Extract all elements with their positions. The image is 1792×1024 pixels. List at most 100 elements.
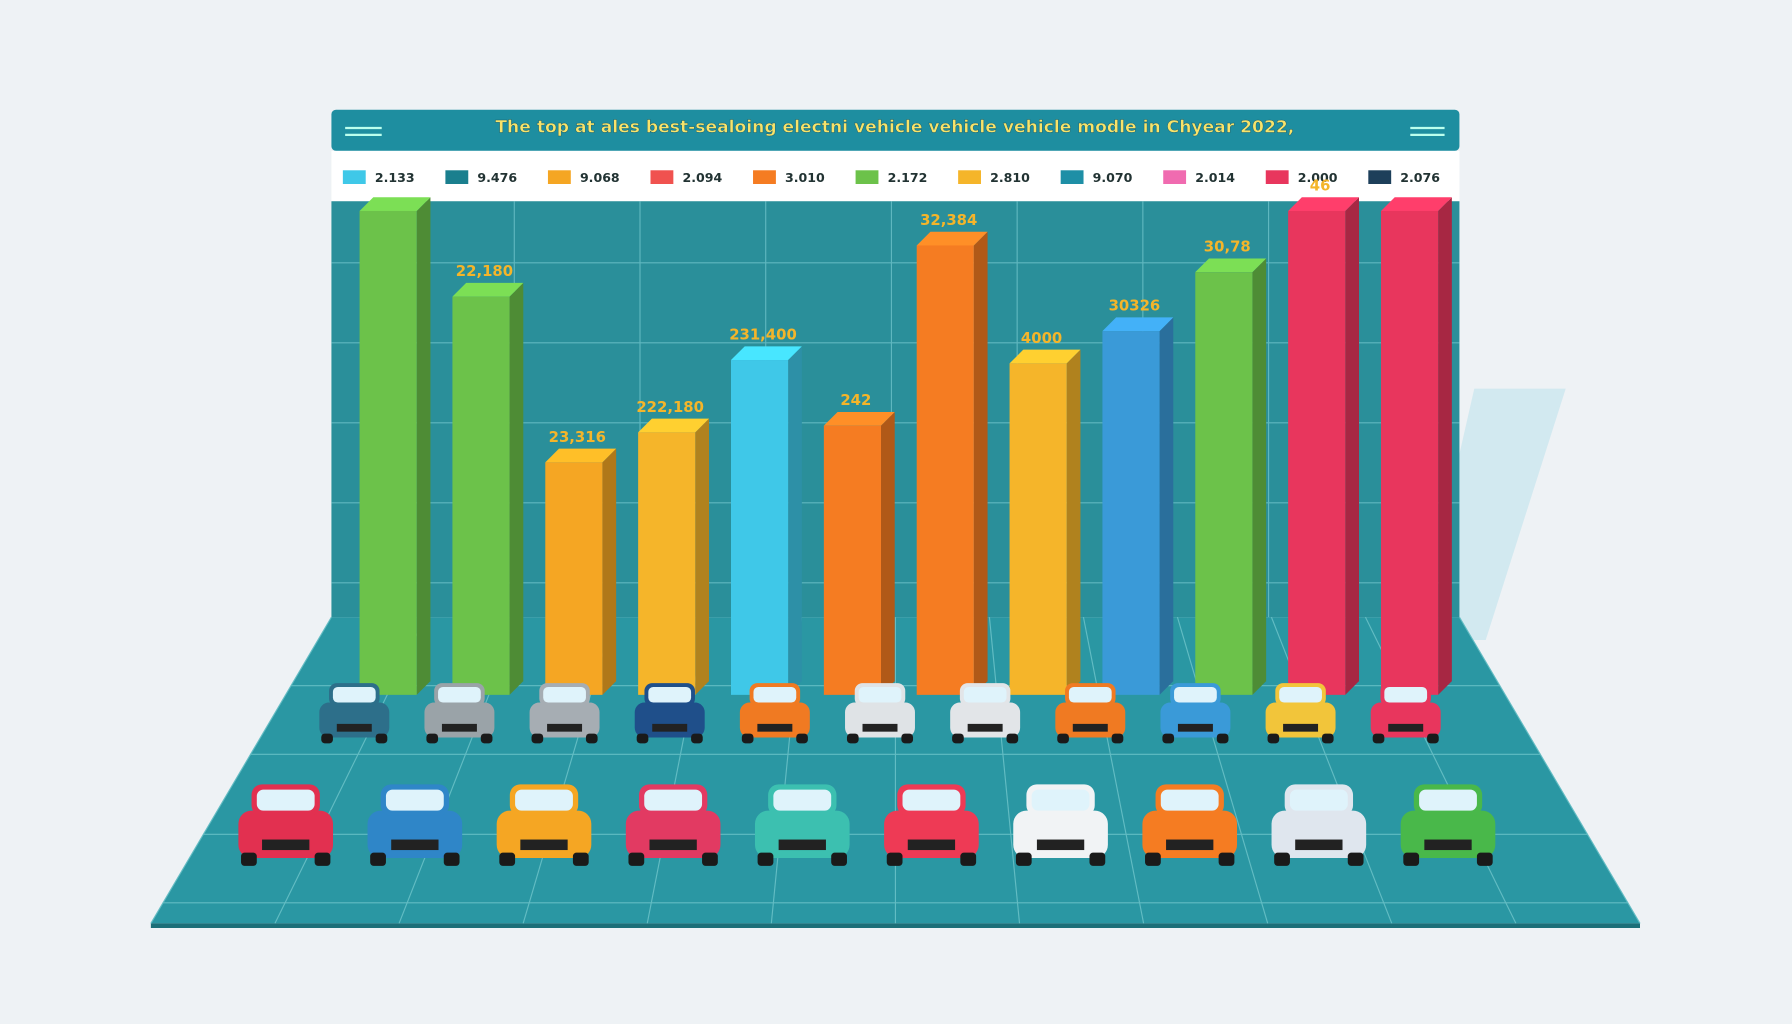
car-body xyxy=(1265,702,1336,738)
car-body xyxy=(1013,810,1108,858)
car-window xyxy=(1384,686,1428,703)
car-wheel xyxy=(741,733,754,744)
annotation: 23,316 xyxy=(549,428,606,446)
bar-side xyxy=(1345,197,1359,695)
car-window xyxy=(256,789,315,811)
car-body xyxy=(739,702,810,738)
car-wheel xyxy=(1057,733,1069,744)
car-wheel xyxy=(702,852,718,866)
car-body xyxy=(634,702,705,738)
bar-side xyxy=(695,418,709,695)
annotation: 242 xyxy=(840,391,871,409)
legend-label: 2.094 xyxy=(682,170,722,185)
car-body xyxy=(950,702,1021,738)
legend-label: 2.172 xyxy=(888,170,928,185)
legend-swatch xyxy=(547,170,571,184)
car-window xyxy=(648,686,692,703)
car-wheel xyxy=(901,733,914,744)
car-wheel xyxy=(1267,733,1280,744)
car-wheel xyxy=(572,852,589,866)
annotation: 30326 xyxy=(1109,297,1161,315)
car-body xyxy=(424,702,495,738)
car-wheel xyxy=(321,733,333,744)
bar xyxy=(823,425,881,695)
bar-top xyxy=(731,346,802,361)
car-wheel xyxy=(585,733,598,744)
car-body xyxy=(1142,810,1238,858)
car-window xyxy=(1289,789,1348,811)
car-grille xyxy=(520,839,568,851)
car-window xyxy=(773,789,832,811)
legend-label: 2.014 xyxy=(1195,170,1235,185)
car-wheel xyxy=(499,852,516,866)
bar xyxy=(1381,210,1439,695)
bar-side xyxy=(881,411,895,695)
floor-line xyxy=(988,617,1021,924)
car-body xyxy=(319,702,390,738)
bar-top xyxy=(823,411,895,426)
car-window xyxy=(902,789,961,811)
bar-side xyxy=(1438,197,1452,695)
car-grille xyxy=(1295,839,1343,851)
car-window xyxy=(1031,789,1090,811)
car-body xyxy=(1160,702,1231,738)
car-wheel xyxy=(1015,852,1032,866)
car-grille xyxy=(336,723,372,732)
annotation: 30,78 xyxy=(1204,238,1251,256)
bar-side xyxy=(416,197,431,695)
legend-label: 2.076 xyxy=(1400,170,1440,185)
car-wheel xyxy=(636,733,649,744)
car-window xyxy=(1068,686,1112,703)
car-wheel xyxy=(1403,852,1420,866)
legend-label: 2.133 xyxy=(375,170,415,185)
legend-label: 9.070 xyxy=(1093,170,1133,185)
car-grille xyxy=(862,723,898,732)
annotation: 22,180 xyxy=(456,262,513,280)
car-grille xyxy=(262,839,310,851)
legend-label: 2.810 xyxy=(990,170,1030,185)
car-grille xyxy=(1283,723,1319,732)
car-wheel xyxy=(531,733,544,744)
car-body xyxy=(529,702,600,738)
car-wheel xyxy=(1145,852,1161,866)
annotation: 32,384 xyxy=(920,211,977,229)
car-body xyxy=(496,810,592,858)
legend: 2.133 9.476 9.068 2.094 3.010 2.172 2.810 9.070… xyxy=(342,170,1440,185)
car-wheel xyxy=(370,852,386,866)
car-body xyxy=(845,702,915,738)
legend-swatch xyxy=(1368,170,1392,184)
floor-edge xyxy=(150,923,1640,928)
car-wheel xyxy=(1321,733,1334,744)
car-body xyxy=(1400,810,1496,858)
car-wheel xyxy=(796,733,808,744)
car-grille xyxy=(1036,839,1085,851)
car-wheel xyxy=(1111,733,1124,744)
car-wheel xyxy=(375,733,388,744)
annotation: 231,400 xyxy=(729,325,797,343)
bar xyxy=(359,210,417,695)
car-wheel xyxy=(241,852,257,866)
bar-top xyxy=(452,282,524,297)
bar xyxy=(731,360,789,695)
car-grille xyxy=(967,723,1003,732)
car-grille xyxy=(391,839,439,851)
car-window xyxy=(438,686,481,703)
car-grille xyxy=(1177,723,1213,732)
car-wheel xyxy=(1476,852,1493,866)
bar-side xyxy=(1159,317,1174,695)
bar-top xyxy=(1381,197,1452,211)
car-grille xyxy=(778,839,826,851)
car-window xyxy=(858,686,902,703)
bar xyxy=(452,296,510,695)
legend-label: 9.068 xyxy=(580,170,620,185)
legend-swatch xyxy=(753,170,776,184)
floor-line xyxy=(1458,616,1641,924)
bar xyxy=(1195,272,1253,695)
bar-side xyxy=(1252,258,1267,695)
car-wheel xyxy=(1218,852,1235,866)
car-wheel xyxy=(1216,733,1229,744)
car-wheel xyxy=(1089,852,1106,866)
car-wheel xyxy=(314,852,331,866)
